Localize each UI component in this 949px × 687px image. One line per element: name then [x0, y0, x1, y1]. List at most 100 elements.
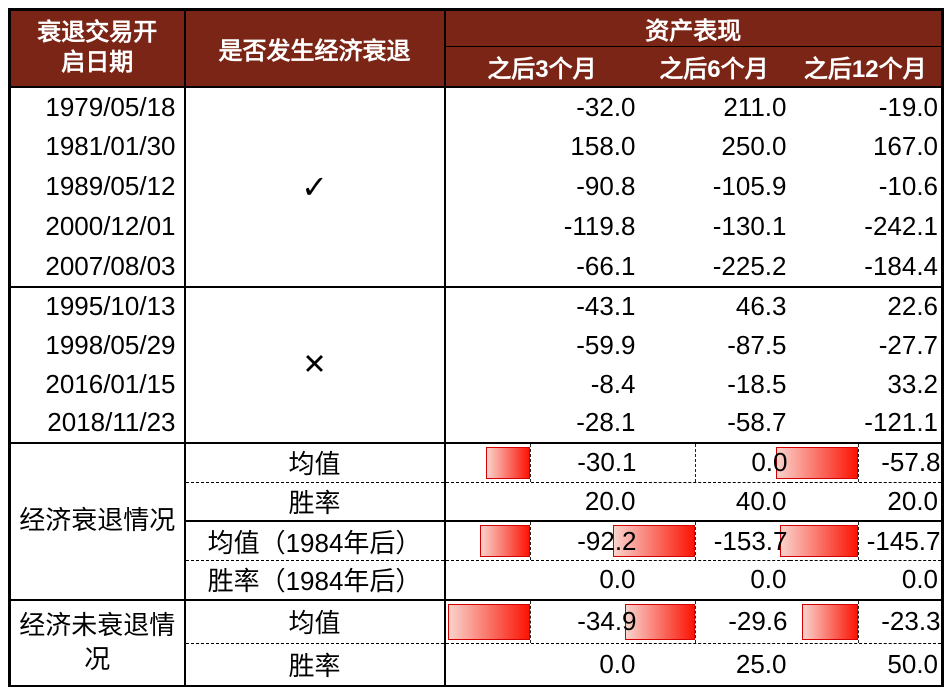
- row-label-winrate-post1984: 胜率（1984年后）: [184, 560, 446, 600]
- header-after-12m: 之后12个月: [789, 46, 943, 88]
- header-trade-open-date-label: 衰退交易开启日期: [37, 19, 158, 77]
- value-cell: -242.1: [864, 211, 939, 241]
- value-cell: -153.7: [713, 525, 788, 556]
- bar-axis: [529, 522, 531, 560]
- date-cell: 2000/12/01: [9, 206, 186, 247]
- value-cell: -225.2: [712, 250, 787, 281]
- value-cell: -105.9: [712, 171, 787, 201]
- value-cell: 250.0: [721, 131, 787, 161]
- value-cell: 22.6: [789, 285, 943, 326]
- summary-row-mean: 经济未衰退情况 均值 -34.9 -29.6 -23.3: [9, 598, 944, 686]
- data-bar: [447, 603, 530, 640]
- date-cell: 2018/11/23: [9, 403, 186, 443]
- table-row: 2018/11/23 -28.1 -58.7 -121.1: [9, 403, 943, 443]
- value-cell: -28.1: [576, 407, 636, 437]
- header-recession-occurred: 是否发生经济衰退: [184, 9, 446, 88]
- header-row-2: 之后3个月 之后6个月 之后12个月: [10, 46, 943, 88]
- bar-axis: [694, 600, 696, 643]
- databar-cells: -92.2 -153.7 -145.7: [444, 520, 944, 561]
- summary-row-winrate-post1984: 胜率（1984年后） 0.0 0.0 0.0: [10, 560, 943, 600]
- value-cell: -87.5: [727, 329, 787, 360]
- value-cell: 20.0: [887, 485, 939, 516]
- date-cell: 1981/01/30: [9, 126, 186, 167]
- value-cell: -184.4: [864, 250, 939, 281]
- row-label-mean: 均值: [184, 441, 446, 483]
- data-bar: [624, 603, 695, 640]
- value-cell: -59.9: [576, 329, 636, 360]
- row-label-winrate: 胜率: [184, 482, 446, 521]
- check-icon: ✓: [184, 86, 446, 287]
- value-cell: 0.0: [751, 447, 788, 477]
- data-bar: [802, 603, 858, 640]
- value-cell: -18.5: [727, 368, 787, 399]
- value-cell: -30.1: [577, 447, 637, 477]
- value-cell: -119.8: [563, 211, 636, 241]
- value-cell: -145.7: [866, 525, 941, 556]
- header-after-3m: 之后3个月: [444, 46, 639, 88]
- bar-axis: [857, 443, 859, 482]
- value-cell: -57.8: [881, 447, 941, 477]
- databar-cells: -34.9 -29.6 -23.3: [444, 598, 944, 644]
- value-cell: 158.0: [570, 131, 636, 161]
- value-cell: -10.6: [878, 171, 939, 201]
- bar-axis: [694, 443, 696, 482]
- table-row: 2000/12/01 -119.8 -130.1 -242.1: [9, 206, 943, 247]
- date-cell: 1989/05/12: [9, 166, 186, 207]
- value-cell: -29.6: [728, 606, 788, 636]
- value-cell: -19.0: [878, 91, 939, 122]
- header-trade-open-date: 衰退交易开启日期: [9, 9, 186, 88]
- summary-row-mean-post1984: 均值（1984年后） -92.2 -153.7 -145.7: [10, 520, 944, 561]
- value-cell: -90.8: [576, 171, 636, 201]
- databar-row: -30.1 0.0 -57.8: [446, 443, 944, 482]
- row-label-mean-post1984: 均值（1984年后）: [184, 520, 446, 561]
- table-row: 1981/01/30 158.0 250.0 167.0: [9, 126, 943, 167]
- value-cell: -32.0: [576, 91, 636, 122]
- value-cell: -43.1: [444, 285, 639, 326]
- bar-axis: [694, 522, 696, 560]
- row-label-mean: 均值: [184, 598, 446, 644]
- bar-axis: [857, 522, 859, 560]
- value-cell: -34.9: [577, 606, 637, 636]
- group-label-recession: 经济衰退情况: [9, 441, 186, 600]
- value-cell: 211.0: [723, 91, 787, 122]
- table-row: 1989/05/12 -90.8 -105.9 -10.6: [9, 166, 943, 207]
- value-cell: -130.1: [712, 211, 787, 241]
- summary-row-mean: 经济衰退情况 均值 -30.1 0.0 -57.8: [9, 441, 944, 600]
- date-cell: 1998/05/29: [9, 325, 186, 365]
- databar-row: -34.9 -29.6 -23.3: [446, 600, 944, 643]
- data-bar: [779, 525, 858, 557]
- date-cell: 2007/08/03: [9, 246, 186, 287]
- cross-icon: ✕: [184, 285, 446, 443]
- row-label-winrate: 胜率: [184, 643, 446, 686]
- value-cell: -92.2: [577, 525, 637, 556]
- group-label-no-recession: 经济未衰退情况: [9, 598, 186, 686]
- summary-row-winrate: 胜率 0.0 25.0 50.0: [10, 643, 943, 686]
- bar-axis: [529, 600, 531, 643]
- header-after-6m: 之后6个月: [638, 46, 790, 88]
- data-bar: [485, 446, 530, 479]
- value-cell: 40.0: [735, 485, 787, 516]
- data-bar: [775, 446, 858, 479]
- value-cell: 46.3: [638, 285, 790, 326]
- table-row: 2016/01/15 -8.4 -18.5 33.2: [9, 364, 943, 404]
- table-row: 1998/05/29 -59.9 -87.5 -27.7: [9, 325, 943, 365]
- value-cell: 0.0: [599, 564, 636, 595]
- value-cell: 0.0: [901, 564, 939, 595]
- databar-row: -92.2 -153.7 -145.7: [446, 522, 944, 560]
- date-cell: 2016/01/15: [9, 364, 186, 404]
- value-cell: 33.2: [887, 368, 939, 399]
- value-cell: 50.0: [887, 648, 939, 679]
- value-cell: 0.0: [750, 564, 787, 595]
- bar-axis: [529, 443, 531, 482]
- databar-cells: -30.1 0.0 -57.8: [444, 441, 944, 483]
- summary-row-winrate: 胜率 20.0 40.0 20.0: [10, 482, 943, 521]
- value-cell: 167.0: [872, 131, 939, 161]
- value-cell: -23.3: [881, 606, 941, 636]
- value-cell: -66.1: [576, 250, 636, 281]
- date-cell: 1995/10/13: [9, 285, 186, 326]
- value-cell: -8.4: [590, 368, 636, 399]
- data-bar: [612, 525, 695, 557]
- value-cell: 0.0: [599, 648, 636, 679]
- value-cell: -27.7: [878, 329, 939, 360]
- table-row: 2007/08/03 -66.1 -225.2 -184.4: [9, 246, 943, 287]
